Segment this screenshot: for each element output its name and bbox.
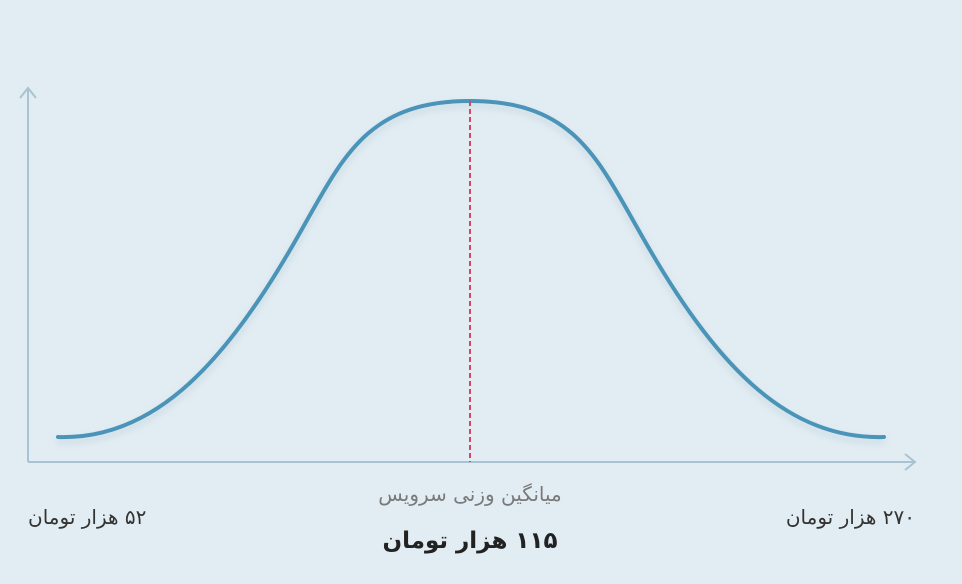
max-label: ۲۷۰ هزار تومان xyxy=(785,505,915,529)
mean-title: میانگین وزنی سرویس xyxy=(378,482,562,506)
min-label: ۵۲ هزار تومان xyxy=(28,505,147,529)
x-axis-arrow xyxy=(904,453,917,471)
y-axis-arrow xyxy=(19,86,37,99)
mean-value: ۱۱۵ هزار تومان xyxy=(382,528,558,554)
